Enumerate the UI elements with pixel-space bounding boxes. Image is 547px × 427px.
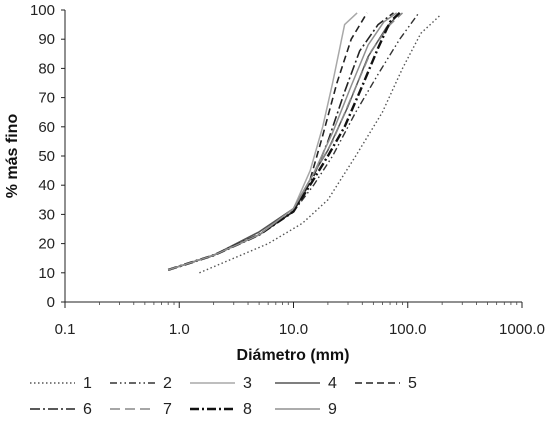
y-tick-label: 100	[30, 2, 55, 19]
y-tick-label: 40	[38, 177, 55, 194]
series-line-7	[167, 12, 404, 271]
x-axis-title: Diámetro (mm)	[237, 347, 350, 364]
y-tick-label: 20	[38, 236, 55, 253]
axes	[64, 10, 522, 303]
series-line-1	[199, 15, 441, 274]
legend-label-4: 4	[328, 375, 337, 392]
x-tick-label: 100.0	[389, 321, 427, 338]
x-tick-label: 1.0	[169, 321, 190, 338]
series-line-6	[167, 12, 394, 271]
x-tick-label: 10.0	[279, 321, 308, 338]
y-axis-title: % más fino	[4, 114, 21, 199]
ticks: 0 10 20 30 40 50 60 70 80 90 100 0.1 1.0 10.0 100.0 100…	[30, 2, 545, 338]
y-tick-label: 70	[38, 90, 55, 107]
legend-label-5: 5	[408, 375, 417, 392]
y-tick-label: 80	[38, 60, 55, 77]
legend-label-9: 9	[328, 401, 337, 418]
y-tick-label: 0	[47, 294, 55, 311]
legend-label-7: 7	[163, 401, 172, 418]
series-line-4	[167, 12, 401, 271]
legend-label-8: 8	[243, 401, 252, 418]
y-tick-label: 30	[38, 206, 55, 223]
x-tick-label: 1000.0	[499, 321, 545, 338]
series-line-9	[167, 12, 398, 271]
legend-label-6: 6	[83, 401, 92, 418]
series-line-2	[167, 12, 420, 271]
y-tick-label: 10	[38, 265, 55, 282]
legend: 1 2 3 4 5 6 7 8 9	[30, 375, 417, 418]
legend-label-3: 3	[243, 375, 252, 392]
x-tick-label: 0.1	[55, 321, 76, 338]
y-tick-label: 90	[38, 31, 55, 48]
legend-label-2: 2	[163, 375, 172, 392]
y-tick-label: 50	[38, 148, 55, 165]
y-tick-label: 60	[38, 119, 55, 136]
series	[167, 12, 441, 274]
legend-label-1: 1	[83, 375, 92, 392]
